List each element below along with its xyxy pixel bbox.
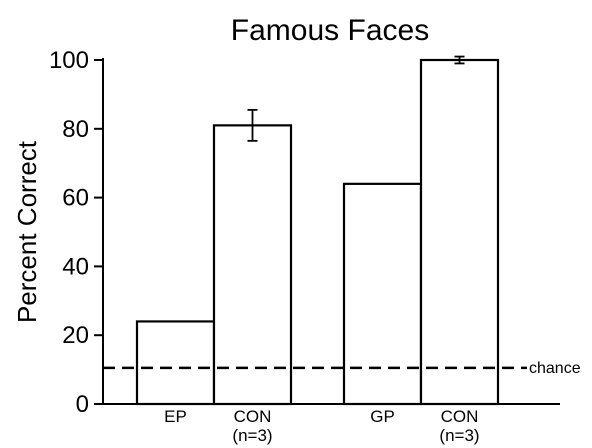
y-tick-label: 100 bbox=[49, 47, 89, 74]
y-tick-label: 60 bbox=[62, 185, 89, 212]
x-tick-label: GP bbox=[370, 407, 395, 426]
x-tick-sublabel: (n=3) bbox=[232, 426, 272, 445]
error-bar bbox=[247, 108, 258, 142]
chance-reference: chance bbox=[103, 360, 581, 377]
chance-label: chance bbox=[529, 360, 581, 377]
x-tick-label: EP bbox=[164, 407, 187, 426]
bar bbox=[342, 182, 423, 406]
y-axis-ticks: 0 20 40 60 80 100 bbox=[49, 47, 103, 418]
error-bar bbox=[454, 55, 465, 65]
x-tick-label: CON bbox=[234, 407, 272, 426]
x-axis-labels: EP CON(n=3)GP CON(n=3) bbox=[164, 407, 479, 445]
y-tick-label: 0 bbox=[76, 391, 89, 418]
bars bbox=[135, 58, 500, 406]
bar bbox=[212, 124, 293, 406]
y-tick-label: 40 bbox=[62, 253, 89, 280]
x-tick-label: CON bbox=[441, 407, 479, 426]
y-tick-label: 80 bbox=[62, 116, 89, 143]
bar bbox=[419, 58, 500, 406]
error-bars bbox=[247, 55, 465, 142]
x-tick-sublabel: (n=3) bbox=[439, 426, 479, 445]
bar bbox=[135, 320, 216, 406]
y-tick-label: 20 bbox=[62, 322, 89, 349]
y-axis-label: Percent Correct bbox=[12, 140, 42, 323]
chart-title: Famous Faces bbox=[231, 14, 429, 47]
